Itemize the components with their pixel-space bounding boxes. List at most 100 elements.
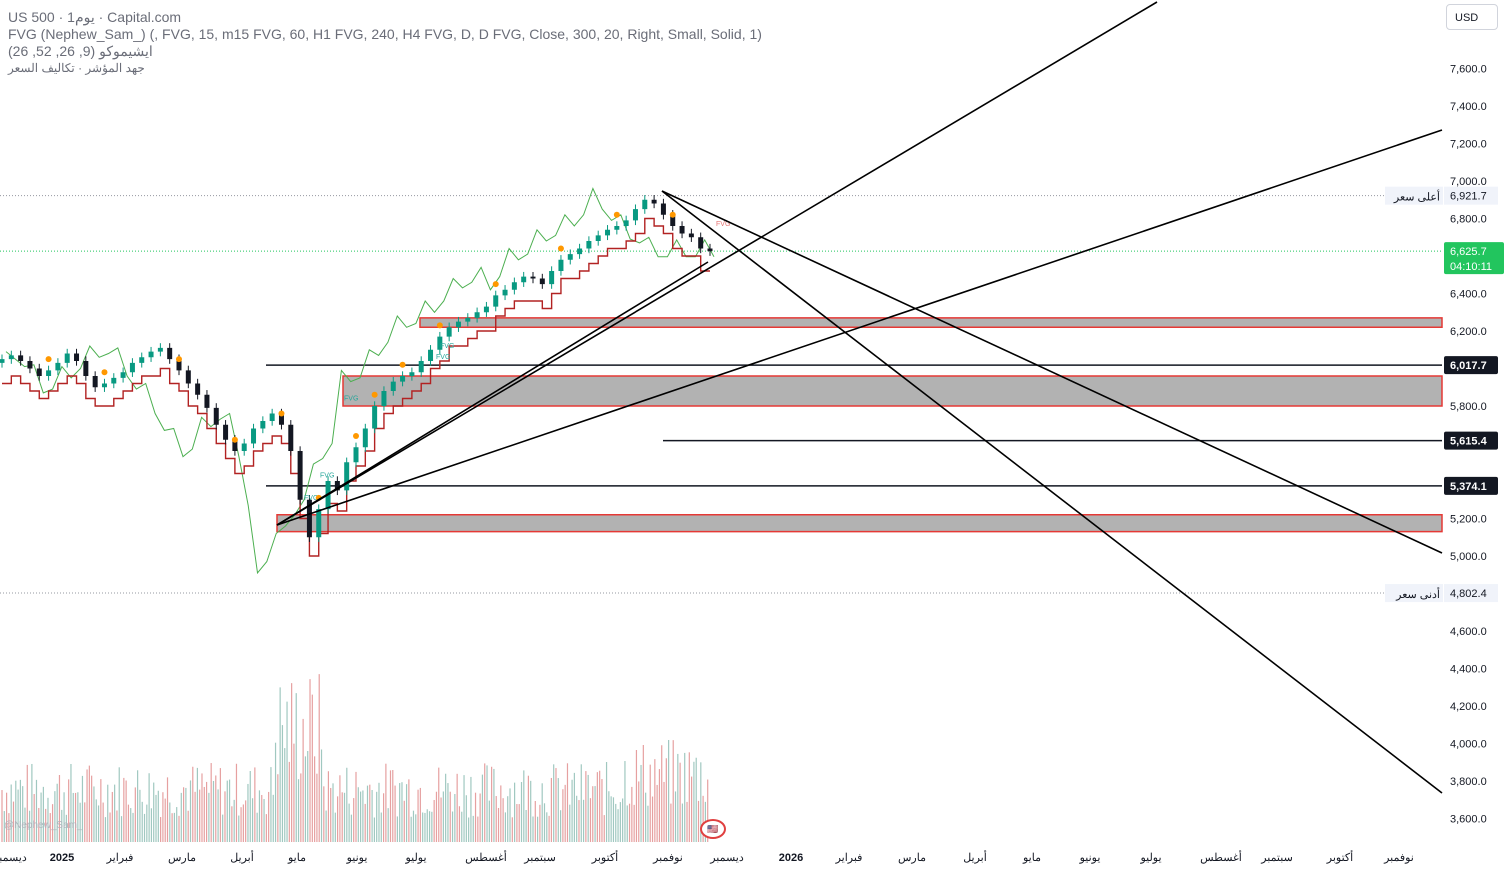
candle-body [409,372,415,376]
candle-body [27,361,33,369]
horizontal-levels [0,195,1442,594]
time-month-label: مايو [1022,852,1041,864]
candle-body [455,321,461,328]
swing-markers [45,211,676,501]
candle-body [316,509,322,538]
candle-body [185,370,191,384]
time-month-label: أغسطس [465,850,507,864]
candle-body [306,499,312,538]
trend-line-2[interactable] [276,129,1443,526]
currency-button[interactable]: USD [1446,4,1498,30]
candle-body [176,359,182,371]
low-value-bg [1444,584,1498,603]
time-month-label: نوفمبر [1383,852,1414,864]
candle-body [679,226,685,234]
time-month-label: سبتمبر [523,852,556,864]
time-month-label: مارس [898,852,926,864]
swing-marker [101,369,108,376]
candle-body [18,355,24,361]
candle-body [260,421,266,429]
candle-body [111,377,117,384]
candle-body [660,203,666,215]
swing-marker [231,436,238,443]
hilo-indicator-label[interactable]: جهد المؤشر · تكاليف السعر [8,61,145,75]
time-month-label: سبتمبر [1260,852,1293,864]
price-axis[interactable]: 7,600.0 7,400.0 7,200.0 7,000.0 6,800.0 6,400… [1450,64,1487,826]
trend-lines[interactable] [276,1,1443,794]
level-tag-3-bg [1444,476,1498,495]
candle-body [474,312,480,318]
price-tags: أعلى سعر 6,921.7 6,625.7 04:10:11 6,017.7 5,6… [1385,186,1504,603]
candle-body [8,355,14,360]
level-tag-3-value: 5,374.1 [1450,481,1487,493]
zone-1 [419,317,1443,328]
trend-line-4[interactable] [661,190,1443,554]
price-tick-label: 5,000.0 [1450,551,1487,563]
trend-line-3[interactable] [276,261,709,526]
lagging-span-line [5,187,715,575]
level-tag-3: 5,374.1 [1444,476,1498,495]
last-price-bg [1444,242,1504,275]
candle-body [372,406,378,429]
candle-body [74,353,80,361]
candle-body [288,424,294,451]
candle-body [642,199,648,210]
candle-body [428,349,434,361]
candle-body [55,362,61,371]
time-month-label: أكتوبر [1326,850,1353,864]
time-month-label: نوفمبر [652,852,683,864]
candle-body [129,362,135,373]
candle-body [670,214,676,226]
candle-body [241,443,247,451]
time-month-label: أكتوبر [591,850,618,864]
supply-demand-zones [276,317,1443,533]
zone-2 [342,375,1443,407]
fvg-labels: FVG FVG FVG FVG FVG FVG [304,221,730,502]
supertrend-line [2,217,710,557]
volume-bars [1,674,709,842]
level-tag-1-value: 6,017.7 [1450,360,1487,372]
candle-body [595,235,601,241]
time-month-label: ديسمبر [0,852,27,864]
low-label-bg [1385,584,1443,603]
candle-body [269,413,275,421]
swing-marker [371,391,378,398]
trend-line-1[interactable] [276,1,1158,526]
candle-body [549,271,555,285]
last-price-value: 6,625.7 [1450,246,1487,258]
candle-body [511,282,517,290]
candle-body [418,361,424,373]
time-month-label: مايو [287,852,306,864]
candle-body [651,199,657,204]
candle-body [213,407,219,425]
candle-body [483,306,489,313]
us-flag-icon[interactable]: 🇺🇸 [700,819,726,839]
fvg-indicator-label[interactable]: FVG (Nephew_Sam_) (, FVG, 15, m15 FVG, 6… [8,26,762,42]
candle-body [698,237,704,249]
time-month-label: ديسمبر [709,852,744,864]
candle-body [400,376,406,382]
price-tick-label: 7,000.0 [1450,176,1487,188]
price-tick-label: 6,400.0 [1450,289,1487,301]
candle-body [493,295,499,307]
trend-line-5[interactable] [661,190,1443,794]
time-axis[interactable]: ديسمبر 2025 فبراير مارس أبريل مايو يونيو يوليو أ… [0,850,1414,864]
time-month-label: مارس [168,852,196,864]
price-tick-label: 3,800.0 [1450,776,1487,788]
low-value: 4,802.4 [1450,588,1487,600]
candle-body [623,220,629,226]
candle-body [278,413,284,425]
symbol-title[interactable]: US 500 · 1يوم · Capital.com [8,9,182,25]
swing-marker [278,410,285,417]
ichimoku-indicator-label[interactable]: ايشيموكو (9, 26, 52, 26) [8,43,153,59]
candle-body [437,336,443,350]
time-month-label: فبراير [835,852,863,864]
candle-body [381,391,387,406]
level-tag-2: 5,615.4 [1444,431,1498,450]
candlesticks [0,195,713,542]
candle-body [502,289,508,296]
candle-body [344,462,350,491]
candle-body [157,347,163,352]
candle-body [297,451,303,500]
